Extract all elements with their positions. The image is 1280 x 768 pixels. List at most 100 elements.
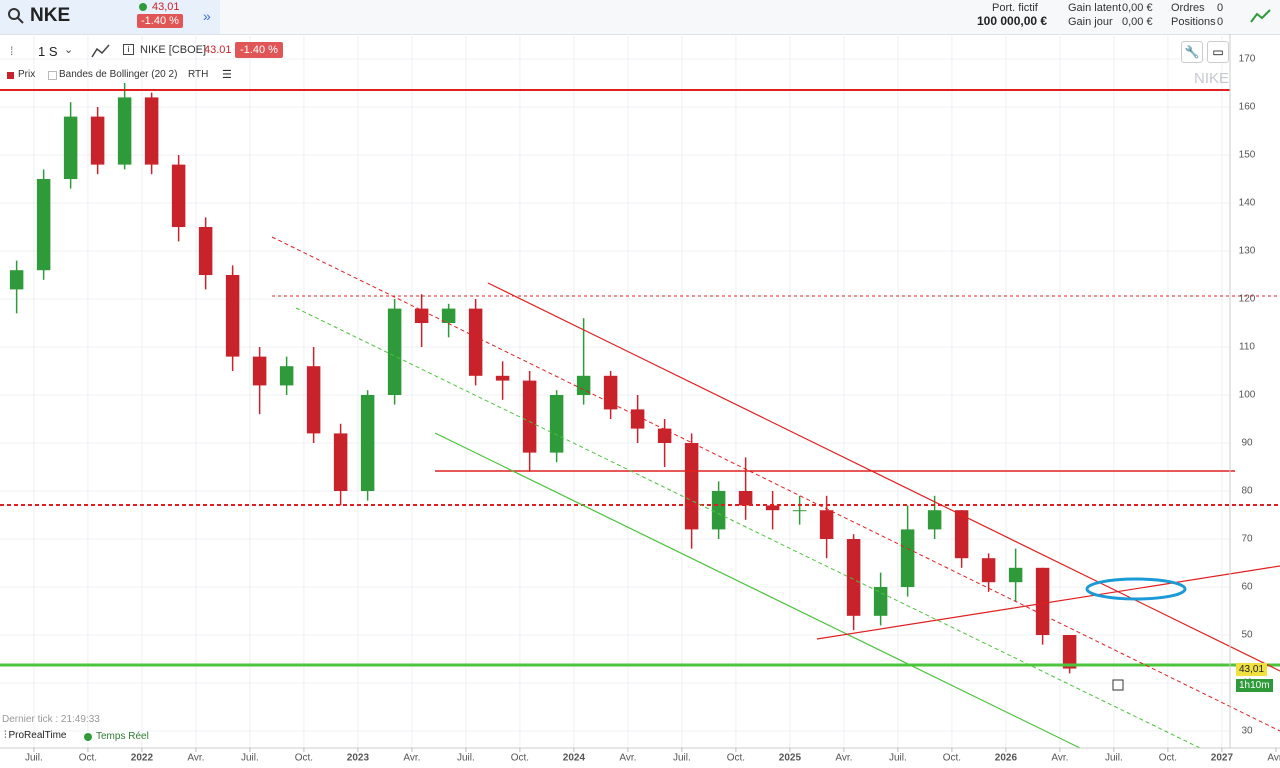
- search-box[interactable]: NKE 43,01 -1.40 % »: [0, 0, 220, 34]
- trend-line[interactable]: [816, 565, 1280, 640]
- candle-body: [225, 275, 240, 357]
- x-tick-label: Avr.: [1051, 753, 1068, 764]
- header-change: -1.40 %: [137, 14, 183, 28]
- candle-body: [9, 270, 24, 290]
- candle-body: [387, 308, 402, 396]
- x-tick-label: Oct.: [295, 753, 313, 764]
- price-swatch: [7, 72, 14, 79]
- y-tick-label: 90: [1241, 438, 1253, 449]
- trend-line[interactable]: [434, 432, 1081, 749]
- x-tick-label: Oct.: [79, 753, 97, 764]
- toolbar-price: 43.01: [204, 44, 232, 56]
- x-tick-label: Avr.: [187, 753, 204, 764]
- y-tick-label: 70: [1241, 534, 1253, 545]
- candle-body: [279, 366, 294, 386]
- candle-body: [144, 97, 159, 165]
- period-select[interactable]: 1 S: [38, 44, 58, 59]
- y-tick-label: 130: [1239, 246, 1256, 257]
- x-tick-label: 2027: [1211, 753, 1234, 764]
- gain-day-label: Gain jour: [1068, 16, 1113, 28]
- candle-body: [90, 116, 105, 165]
- watermark: NIKE: [1194, 70, 1230, 87]
- legend-menu[interactable]: ☰: [222, 69, 232, 81]
- candle-body: [873, 587, 888, 616]
- drag-icon[interactable]: ⁞: [10, 44, 14, 58]
- top-bar: NKE 43,01 -1.40 % » Port. fictif 100 000…: [0, 0, 1280, 35]
- chart: 30405060708090100110120130140150160170Ju…: [0, 34, 1280, 764]
- x-tick-label: Avr.: [1267, 753, 1280, 764]
- toolbar: ⁞ 1 S ⌄ i NIKE [CBOE] 43.01 -1.40 % 🔧 ▭: [0, 40, 1280, 64]
- candle-body: [819, 510, 834, 540]
- drawings: [0, 89, 1280, 749]
- candle-body: [333, 433, 348, 492]
- candle-body: [900, 529, 915, 588]
- trend-line[interactable]: [271, 236, 1280, 732]
- candle-body: [306, 366, 321, 434]
- x-tick-label: Juil.: [25, 753, 43, 764]
- candle-body: [522, 380, 537, 453]
- search-icon: [8, 8, 24, 24]
- gain-day-value: 0,00 €: [1122, 16, 1153, 28]
- x-tick-label: 2025: [779, 753, 802, 764]
- y-tick-label: 160: [1239, 102, 1256, 113]
- x-tick-label: Juil.: [673, 753, 691, 764]
- x-tick-label: Juil.: [1105, 753, 1123, 764]
- portfolio-label: Port. fictif: [992, 2, 1038, 14]
- candle-body: [846, 539, 861, 616]
- symbol: NKE: [30, 5, 71, 26]
- candle-body: [63, 116, 78, 180]
- x-tick-label: Avr.: [403, 753, 420, 764]
- x-tick-label: Juil.: [457, 753, 475, 764]
- gain-latent-label: Gain latent: [1068, 2, 1122, 14]
- realtime: Temps Réel: [96, 731, 149, 742]
- chart-type-icon[interactable]: [91, 43, 111, 59]
- candle-body: [171, 164, 186, 228]
- instrument: NIKE [CBOE]: [140, 44, 207, 56]
- chart-icon[interactable]: [1250, 7, 1272, 25]
- legend-rth[interactable]: RTH: [188, 69, 209, 80]
- expand-icon[interactable]: »: [203, 8, 211, 24]
- y-tick-label: 60: [1241, 582, 1253, 593]
- x-tick-label: Oct.: [727, 753, 745, 764]
- x-tick-label: Avr.: [835, 753, 852, 764]
- x-tick-label: Oct.: [511, 753, 529, 764]
- candle-body: [954, 510, 969, 559]
- candle-body: [603, 375, 618, 410]
- tools-button[interactable]: 🔧: [1181, 41, 1203, 63]
- trend-line[interactable]: [487, 282, 1280, 672]
- y-tick-label: 50: [1241, 630, 1253, 641]
- y-tick-label: 150: [1239, 150, 1256, 161]
- legend-bollinger[interactable]: Bandes de Bollinger (20 2): [59, 69, 178, 80]
- candle-body: [495, 375, 510, 381]
- candle-body: [414, 308, 429, 324]
- x-tick-label: Juil.: [889, 753, 907, 764]
- info-icon[interactable]: [1112, 679, 1124, 691]
- candle-body: [1008, 567, 1023, 583]
- timer-label: 1h10m: [1236, 679, 1273, 692]
- candle-body: [711, 491, 726, 530]
- toolbar-change: -1.40 %: [235, 42, 283, 58]
- x-tick-label: 2023: [347, 753, 370, 764]
- candle-body: [252, 356, 267, 386]
- candle-body: [360, 395, 375, 492]
- window-button[interactable]: ▭: [1207, 41, 1229, 63]
- orders-value: 0: [1217, 2, 1224, 14]
- y-tick-label: 80: [1241, 486, 1253, 497]
- candle-body: [441, 308, 456, 324]
- info-icon[interactable]: i: [123, 44, 134, 55]
- x-tick-label: Oct.: [943, 753, 961, 764]
- positions-label: Positions: [1171, 16, 1216, 28]
- dropdown-arrow[interactable]: ⌄: [64, 44, 74, 56]
- trend-line[interactable]: [295, 307, 1201, 749]
- candle-body: [468, 308, 483, 376]
- legend-price[interactable]: Prix: [18, 69, 36, 80]
- candle-body: [927, 510, 942, 530]
- candle-body: [684, 443, 699, 530]
- highlight-ellipse[interactable]: [1085, 577, 1187, 601]
- positions-value: 0: [1217, 16, 1224, 28]
- header-price: 43,01: [152, 1, 180, 13]
- candle-body: [981, 558, 996, 583]
- x-tick-label: Avr.: [619, 753, 636, 764]
- candle-body: [738, 491, 753, 506]
